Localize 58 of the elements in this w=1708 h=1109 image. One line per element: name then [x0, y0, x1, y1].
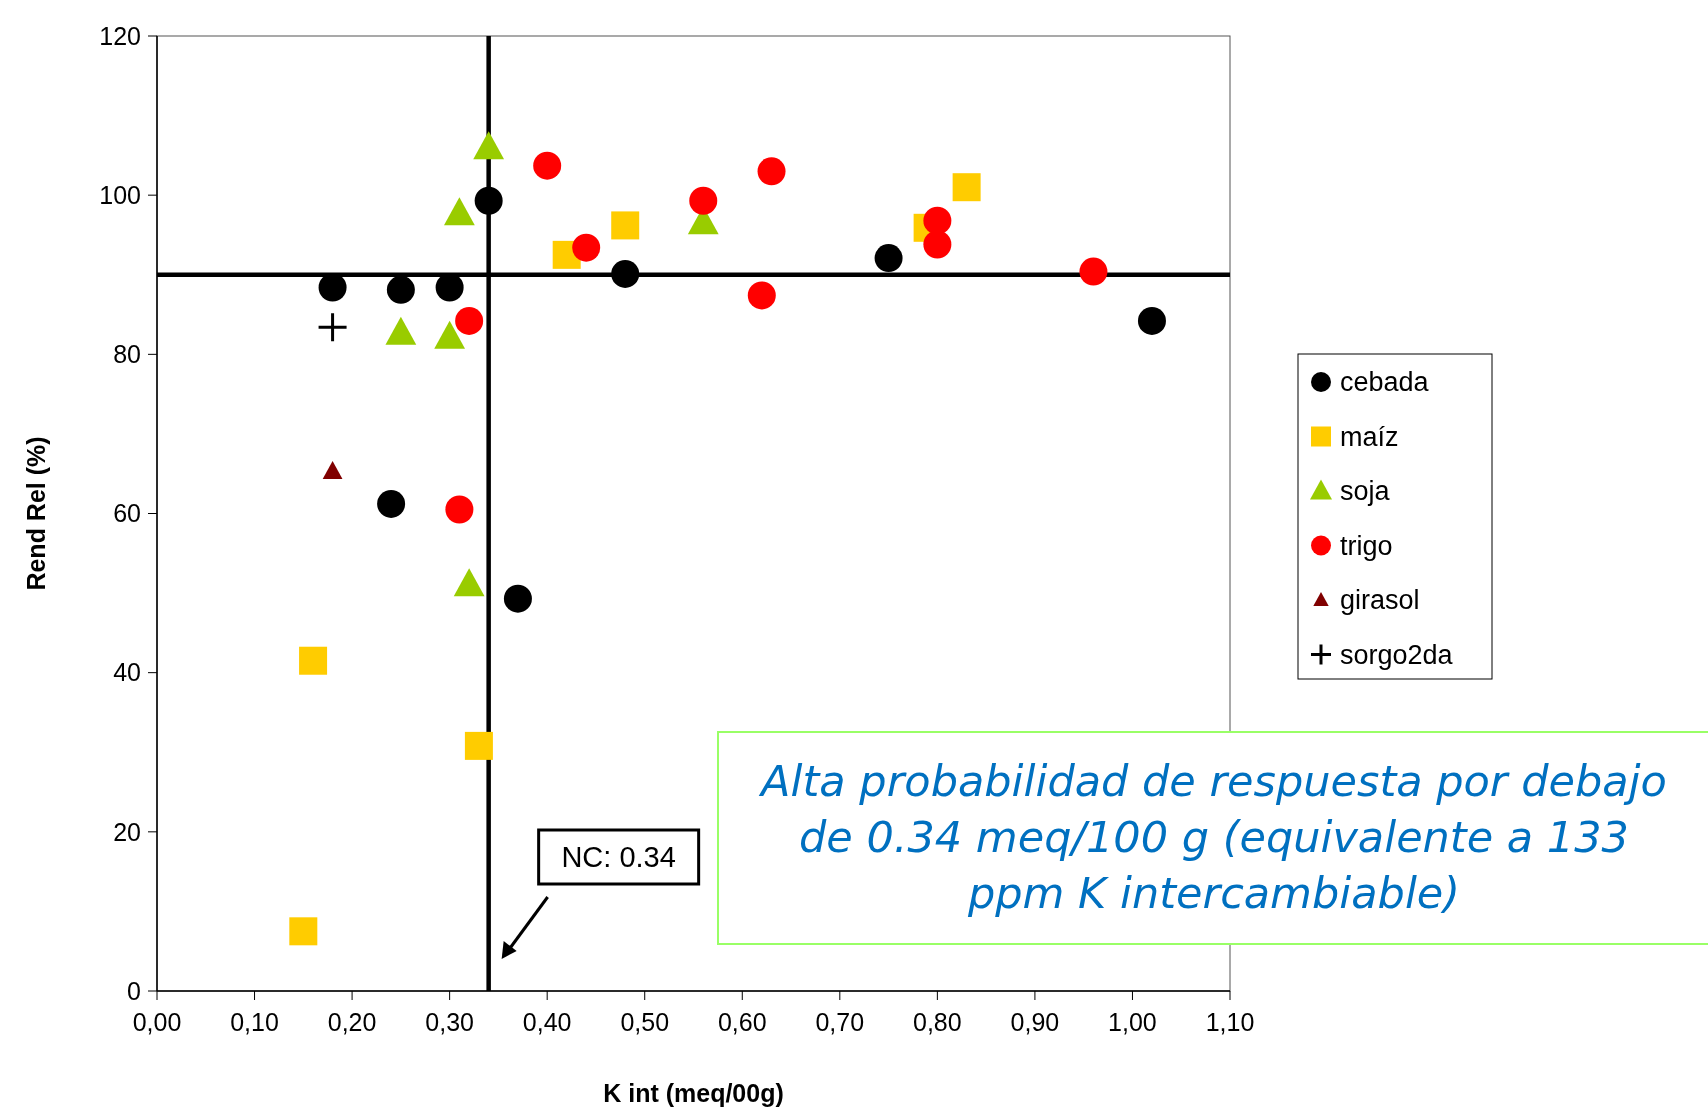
x-tick-label: 0,30 [425, 1008, 474, 1036]
legend-label: cebada [1340, 367, 1430, 398]
x-tick-label: 0,20 [327, 1008, 377, 1036]
y-tick-label: 100 [99, 180, 141, 209]
point [473, 131, 505, 160]
point [299, 646, 328, 675]
point [377, 489, 406, 518]
point [923, 206, 952, 235]
y-tick-label: 20 [113, 817, 141, 846]
point [533, 151, 562, 180]
legend-label: maíz [1340, 421, 1399, 452]
y-tick-label: 80 [113, 340, 141, 369]
point [318, 313, 347, 342]
x-tick-label: 0,50 [620, 1008, 670, 1036]
point [474, 186, 503, 215]
y-tick-label: 60 [113, 499, 141, 528]
x-tick-label: 0,00 [132, 1008, 182, 1036]
point [572, 233, 601, 262]
point [757, 157, 786, 186]
x-tick-label: 0,80 [913, 1008, 962, 1036]
point [322, 460, 343, 479]
legend-label: soja [1340, 476, 1391, 507]
point [611, 211, 640, 240]
x-tick-label: 1,00 [1108, 1008, 1157, 1036]
point [445, 495, 474, 524]
point [289, 917, 318, 946]
x-tick-label: 0,70 [815, 1008, 865, 1036]
point [747, 281, 776, 310]
point [503, 584, 532, 613]
point [874, 244, 903, 273]
y-tick-label: 0 [127, 976, 141, 1005]
point [611, 259, 640, 288]
point [455, 306, 484, 335]
annotation: Alta probabilidad de respuesta por debajo de 0.34 meq/100 g (equivalente a 133 ppm K intercambiable) [759, 755, 1668, 920]
point [464, 731, 493, 760]
legend-label: sorgo2da [1340, 639, 1454, 670]
x-axis-title: K int (meq/00g) [603, 1079, 784, 1107]
x-tick-label: 0,60 [717, 1008, 767, 1036]
point [952, 173, 981, 202]
point [443, 197, 475, 226]
point [1079, 257, 1108, 286]
x-tick-label: 0,10 [230, 1008, 279, 1036]
point [386, 275, 415, 304]
y-tick-label: 40 [113, 658, 141, 687]
point [689, 186, 718, 215]
point [923, 230, 952, 259]
legend-label: girasol [1340, 585, 1420, 616]
y-tick-label: 120 [99, 21, 141, 50]
point [453, 568, 485, 597]
legend-label: trigo [1340, 530, 1393, 561]
y-axis-title: Rend Rel (%) [22, 436, 50, 591]
x-tick-label: 0,90 [1010, 1008, 1060, 1036]
point [434, 320, 466, 349]
ref-line-label: NC: 0.34 [561, 841, 676, 874]
point [1137, 306, 1166, 335]
x-tick-label: 0,40 [522, 1008, 572, 1036]
x-tick-label: 1,10 [1205, 1008, 1255, 1036]
point [385, 316, 417, 345]
